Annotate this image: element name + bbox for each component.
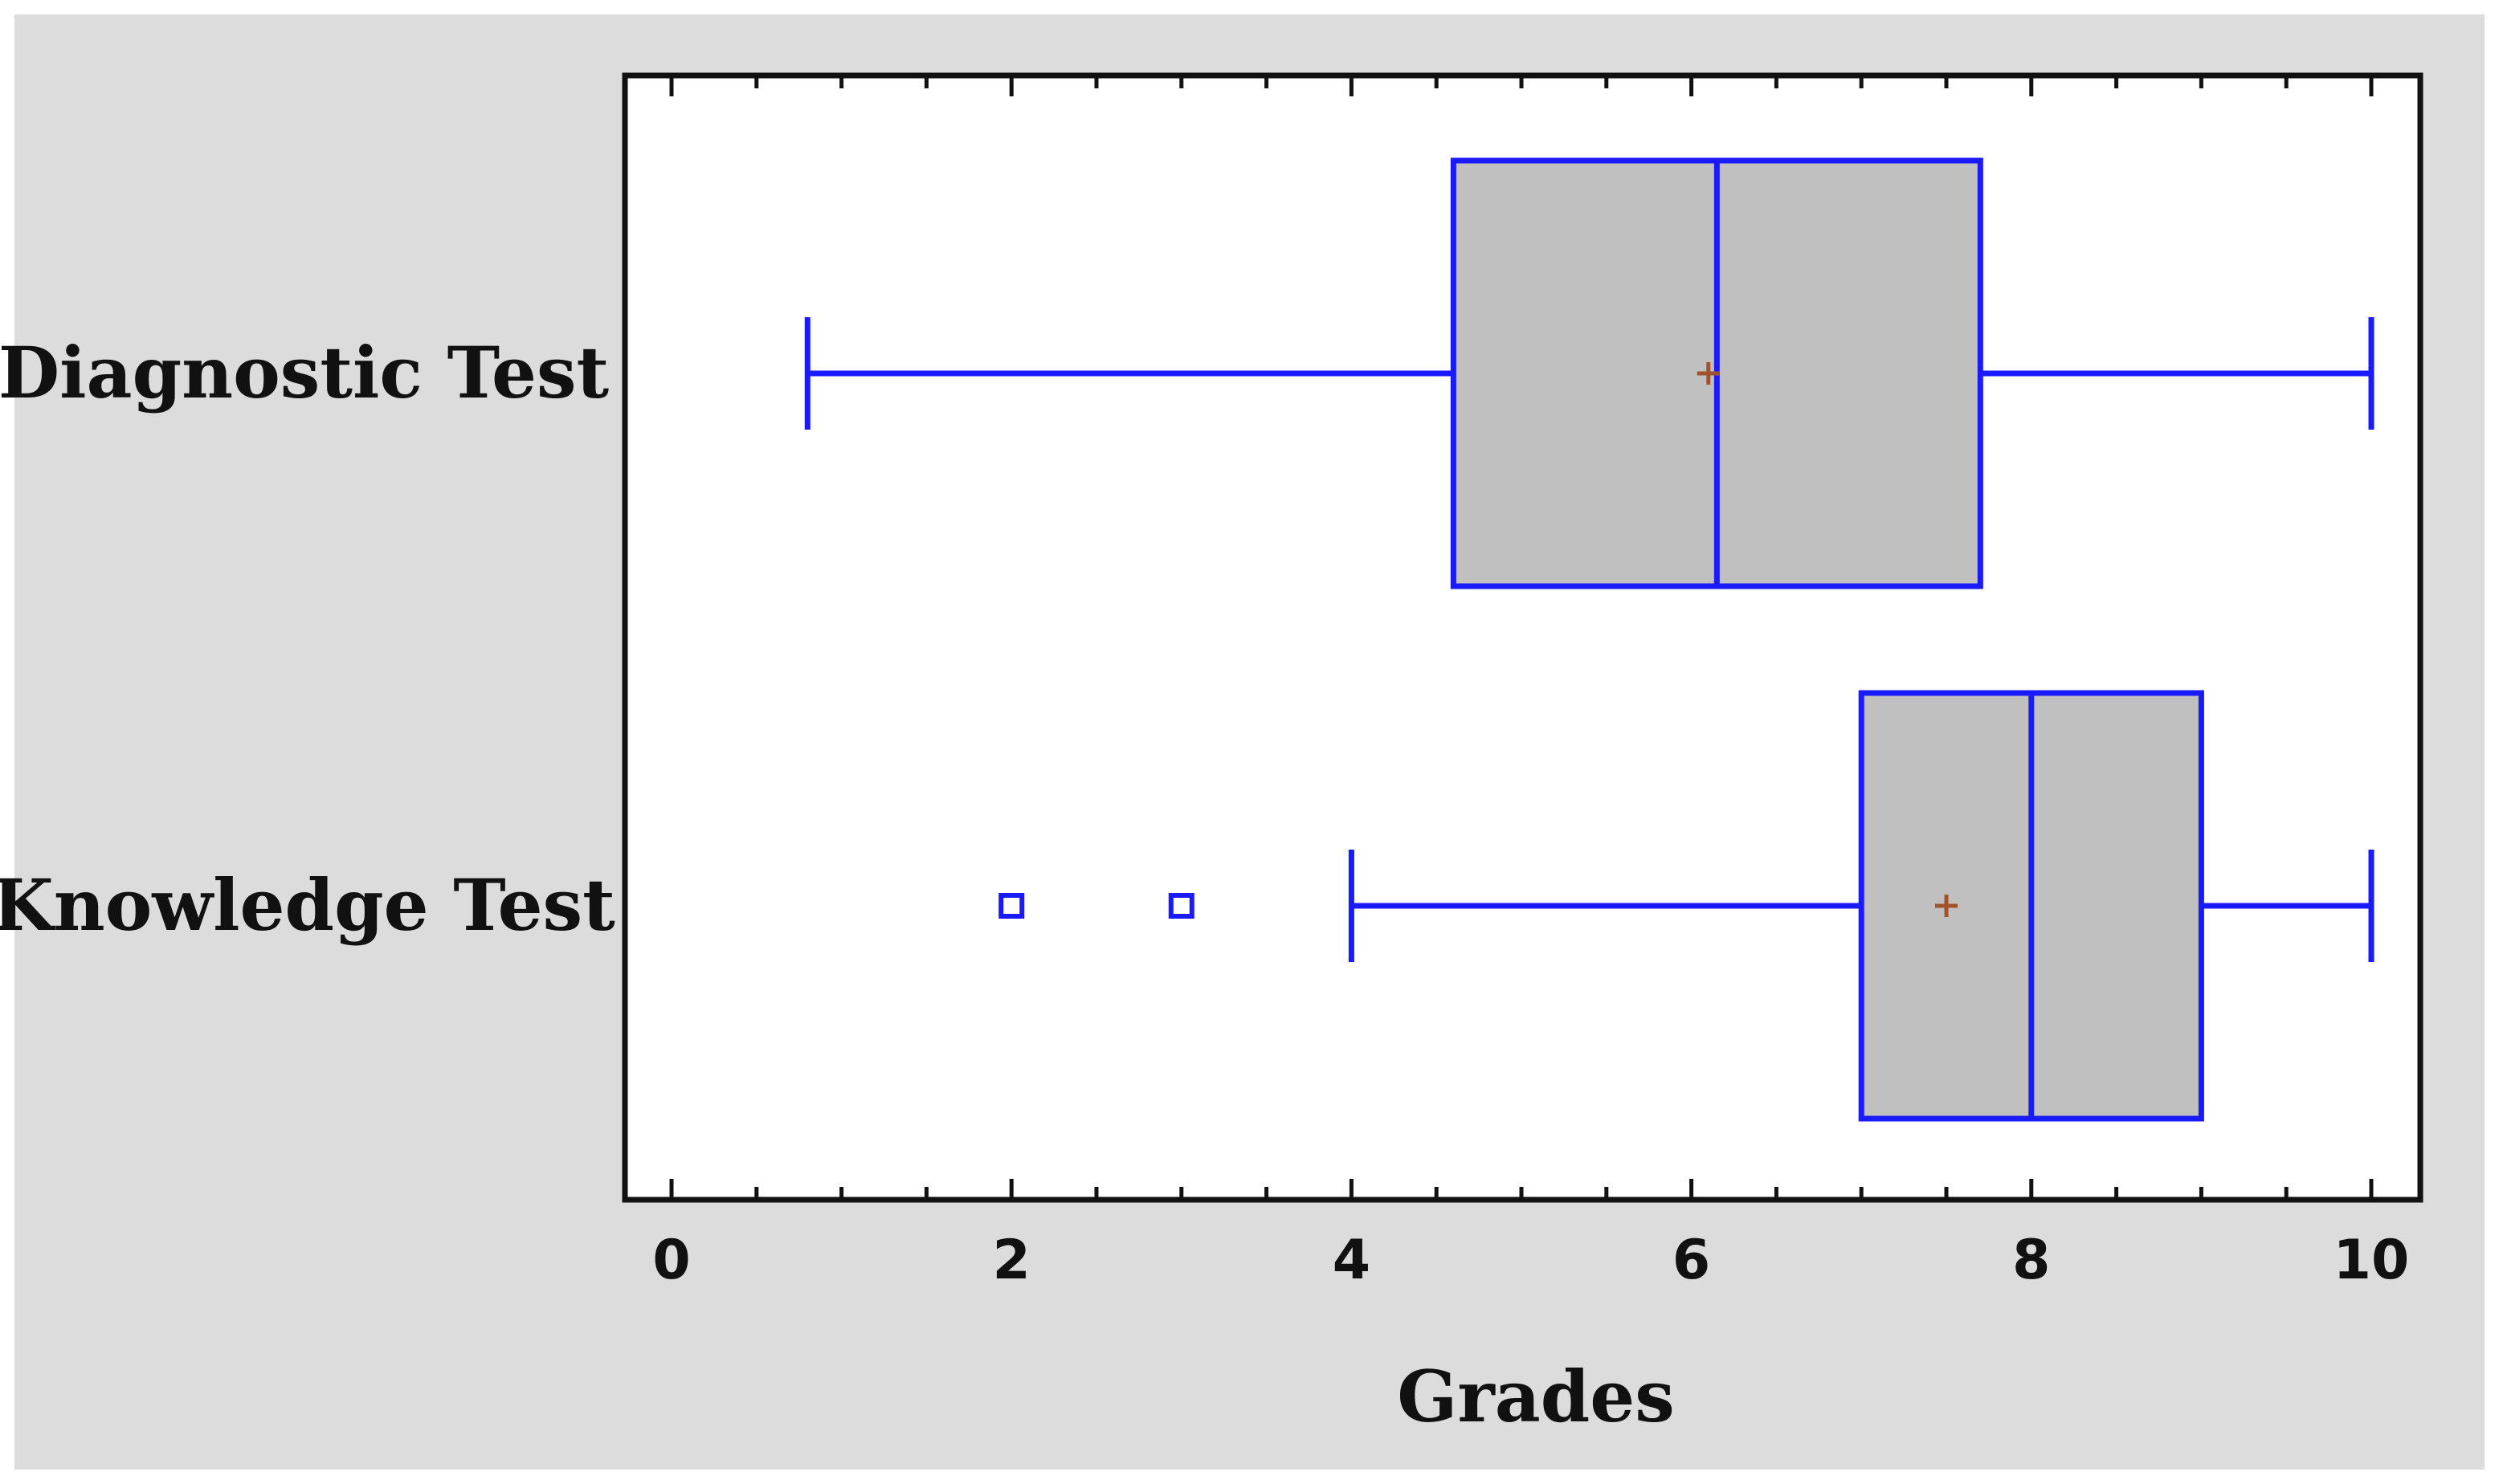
- plot-frame: [622, 72, 2423, 1203]
- x-tick-label: 4: [1333, 1229, 1370, 1292]
- x-tick-label: 10: [2334, 1229, 2410, 1292]
- outlier-point: [1168, 893, 1194, 919]
- plot-layer: [669, 75, 2374, 1200]
- x-tick-label: 0: [652, 1229, 690, 1292]
- y-category-label: Knowledge Test: [0, 863, 615, 947]
- x-axis-title: Grades: [1397, 1355, 1675, 1438]
- x-tick-label: 2: [993, 1229, 1031, 1292]
- outlier-point: [998, 893, 1025, 919]
- x-tick-label: 8: [2012, 1229, 2050, 1292]
- x-tick-label: 6: [1672, 1229, 1710, 1292]
- y-category-label: Diagnostic Test: [0, 331, 610, 414]
